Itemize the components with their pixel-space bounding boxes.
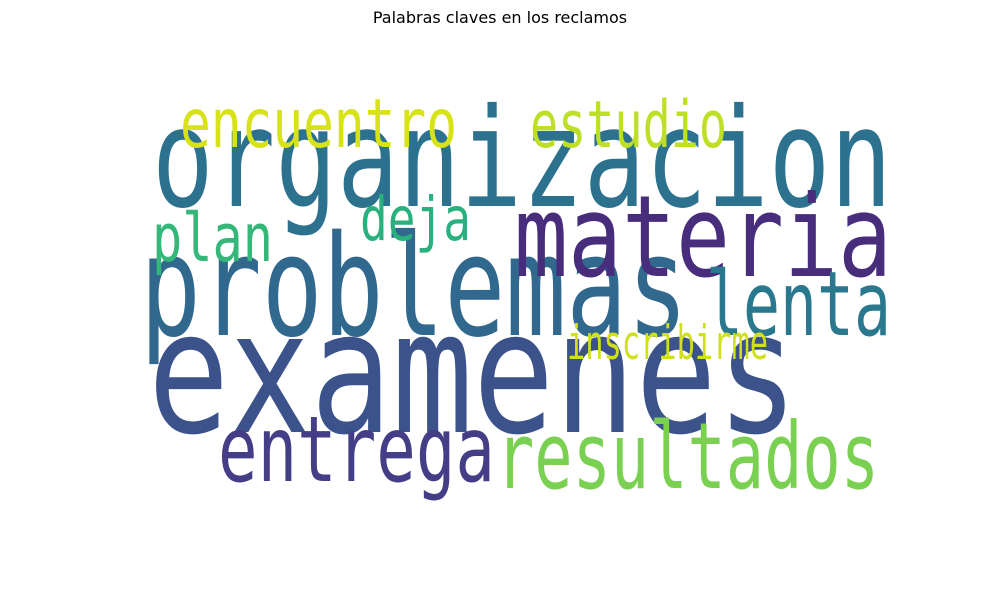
word-problemas: problemas: [140, 206, 688, 369]
word-lenta: lenta: [706, 252, 891, 356]
word-organizacion: organizacion: [152, 80, 892, 239]
word-estudio: estudio: [530, 88, 727, 163]
chart-title: Palabras claves en los reclamos: [372, 8, 628, 27]
word-deja: deja: [360, 184, 471, 255]
word-resultados: resultados: [496, 403, 879, 510]
word-plan: plan: [152, 199, 273, 277]
word-entrega: entrega: [218, 398, 495, 503]
word-materia: materia: [514, 171, 892, 303]
word-encuentro: encuentro: [180, 85, 457, 164]
word-inscribirme: inscribirme: [567, 316, 768, 371]
word-examenes: examenes: [148, 275, 798, 473]
